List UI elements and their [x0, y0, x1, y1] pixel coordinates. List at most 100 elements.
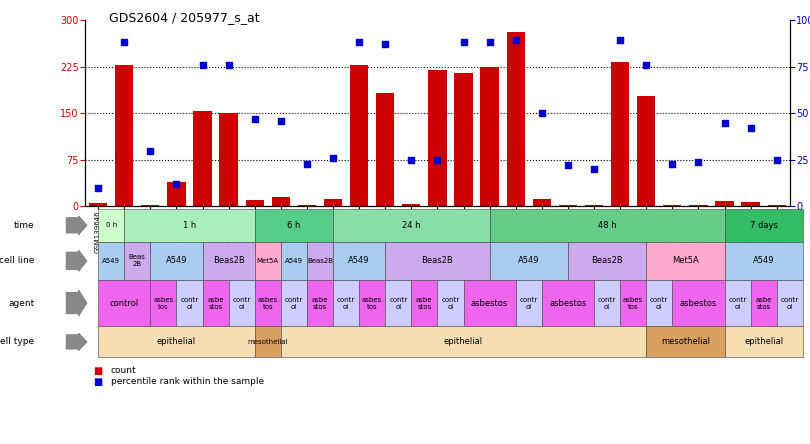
- Point: [509, 37, 522, 44]
- Text: A549: A549: [166, 256, 187, 266]
- Bar: [324, 199, 342, 206]
- Text: Met5A: Met5A: [257, 258, 279, 264]
- Point: [222, 61, 235, 68]
- Text: A549: A549: [518, 256, 539, 266]
- Point: [535, 110, 548, 117]
- Point: [144, 147, 157, 154]
- Bar: [194, 111, 211, 206]
- Bar: [741, 202, 760, 206]
- Text: ■: ■: [93, 366, 102, 376]
- Bar: [611, 62, 629, 206]
- Text: epithelial: epithelial: [744, 337, 783, 346]
- Point: [666, 160, 679, 167]
- Text: asbestos: asbestos: [680, 298, 717, 308]
- Text: Beas2B: Beas2B: [421, 256, 454, 266]
- Bar: [220, 113, 238, 206]
- Text: contr
ol: contr ol: [598, 297, 616, 309]
- Text: contr
ol: contr ol: [389, 297, 407, 309]
- Bar: [271, 197, 290, 206]
- Bar: [245, 200, 264, 206]
- Text: Beas2B: Beas2B: [591, 256, 623, 266]
- Bar: [768, 205, 786, 206]
- Bar: [89, 203, 107, 206]
- Text: count: count: [111, 366, 137, 375]
- Text: asbe
stos: asbe stos: [756, 297, 772, 309]
- Point: [483, 39, 496, 46]
- Text: contr
ol: contr ol: [441, 297, 459, 309]
- Point: [117, 39, 130, 46]
- Point: [352, 39, 365, 46]
- Bar: [585, 205, 603, 206]
- Text: contr
ol: contr ol: [181, 297, 198, 309]
- Bar: [402, 204, 420, 206]
- Text: asbes
tos: asbes tos: [623, 297, 643, 309]
- Point: [744, 125, 757, 132]
- Text: contr
ol: contr ol: [650, 297, 668, 309]
- Point: [561, 162, 574, 169]
- Point: [170, 181, 183, 188]
- Bar: [559, 205, 577, 206]
- Bar: [533, 199, 551, 206]
- Bar: [428, 70, 446, 206]
- Text: contr
ol: contr ol: [285, 297, 303, 309]
- Point: [431, 156, 444, 163]
- Text: asbe
stos: asbe stos: [312, 297, 328, 309]
- Text: cell type: cell type: [0, 337, 34, 346]
- Text: contr
ol: contr ol: [337, 297, 355, 309]
- Text: 1 h: 1 h: [183, 221, 196, 230]
- Bar: [637, 96, 655, 206]
- Text: A549: A549: [285, 258, 303, 264]
- Bar: [663, 205, 681, 206]
- Bar: [376, 93, 394, 206]
- Point: [640, 61, 653, 68]
- Text: Beas
2B: Beas 2B: [129, 254, 146, 267]
- Point: [275, 117, 288, 124]
- Bar: [689, 205, 708, 206]
- Bar: [480, 67, 499, 206]
- Text: mesothelial: mesothelial: [661, 337, 710, 346]
- Point: [301, 160, 313, 167]
- Bar: [141, 205, 160, 206]
- Text: Beas2B: Beas2B: [307, 258, 333, 264]
- Text: 7 days: 7 days: [750, 221, 778, 230]
- Point: [405, 156, 418, 163]
- Text: asbes
tos: asbes tos: [258, 297, 278, 309]
- Text: cell line: cell line: [0, 256, 34, 266]
- Text: agent: agent: [8, 298, 34, 308]
- Bar: [350, 65, 369, 206]
- Point: [718, 119, 731, 126]
- Text: ■: ■: [93, 377, 102, 387]
- Bar: [715, 202, 734, 206]
- Text: A549: A549: [348, 256, 370, 266]
- Text: time: time: [14, 221, 34, 230]
- Point: [692, 158, 705, 165]
- Point: [457, 39, 470, 46]
- Text: 48 h: 48 h: [598, 221, 616, 230]
- Text: epithelial: epithelial: [157, 337, 196, 346]
- Text: asbes
tos: asbes tos: [153, 297, 173, 309]
- Text: asbe
stos: asbe stos: [416, 297, 433, 309]
- Bar: [298, 205, 316, 206]
- Text: asbestos: asbestos: [471, 298, 508, 308]
- Bar: [167, 182, 185, 206]
- Text: asbestos: asbestos: [549, 298, 586, 308]
- Text: 24 h: 24 h: [402, 221, 420, 230]
- Text: A549: A549: [753, 256, 774, 266]
- Text: contr
ol: contr ol: [728, 297, 747, 309]
- Point: [379, 41, 392, 48]
- Point: [770, 156, 783, 163]
- Text: A549: A549: [102, 258, 120, 264]
- Point: [614, 37, 627, 44]
- Text: contr
ol: contr ol: [232, 297, 251, 309]
- Text: contr
ol: contr ol: [781, 297, 799, 309]
- Text: 6 h: 6 h: [288, 221, 301, 230]
- Text: mesothelial: mesothelial: [247, 339, 288, 345]
- Point: [196, 61, 209, 68]
- Bar: [115, 65, 134, 206]
- Point: [248, 115, 261, 123]
- Bar: [454, 73, 473, 206]
- Text: asbe
stos: asbe stos: [207, 297, 224, 309]
- Text: Beas2B: Beas2B: [213, 256, 245, 266]
- Text: contr
ol: contr ol: [520, 297, 538, 309]
- Point: [326, 155, 339, 162]
